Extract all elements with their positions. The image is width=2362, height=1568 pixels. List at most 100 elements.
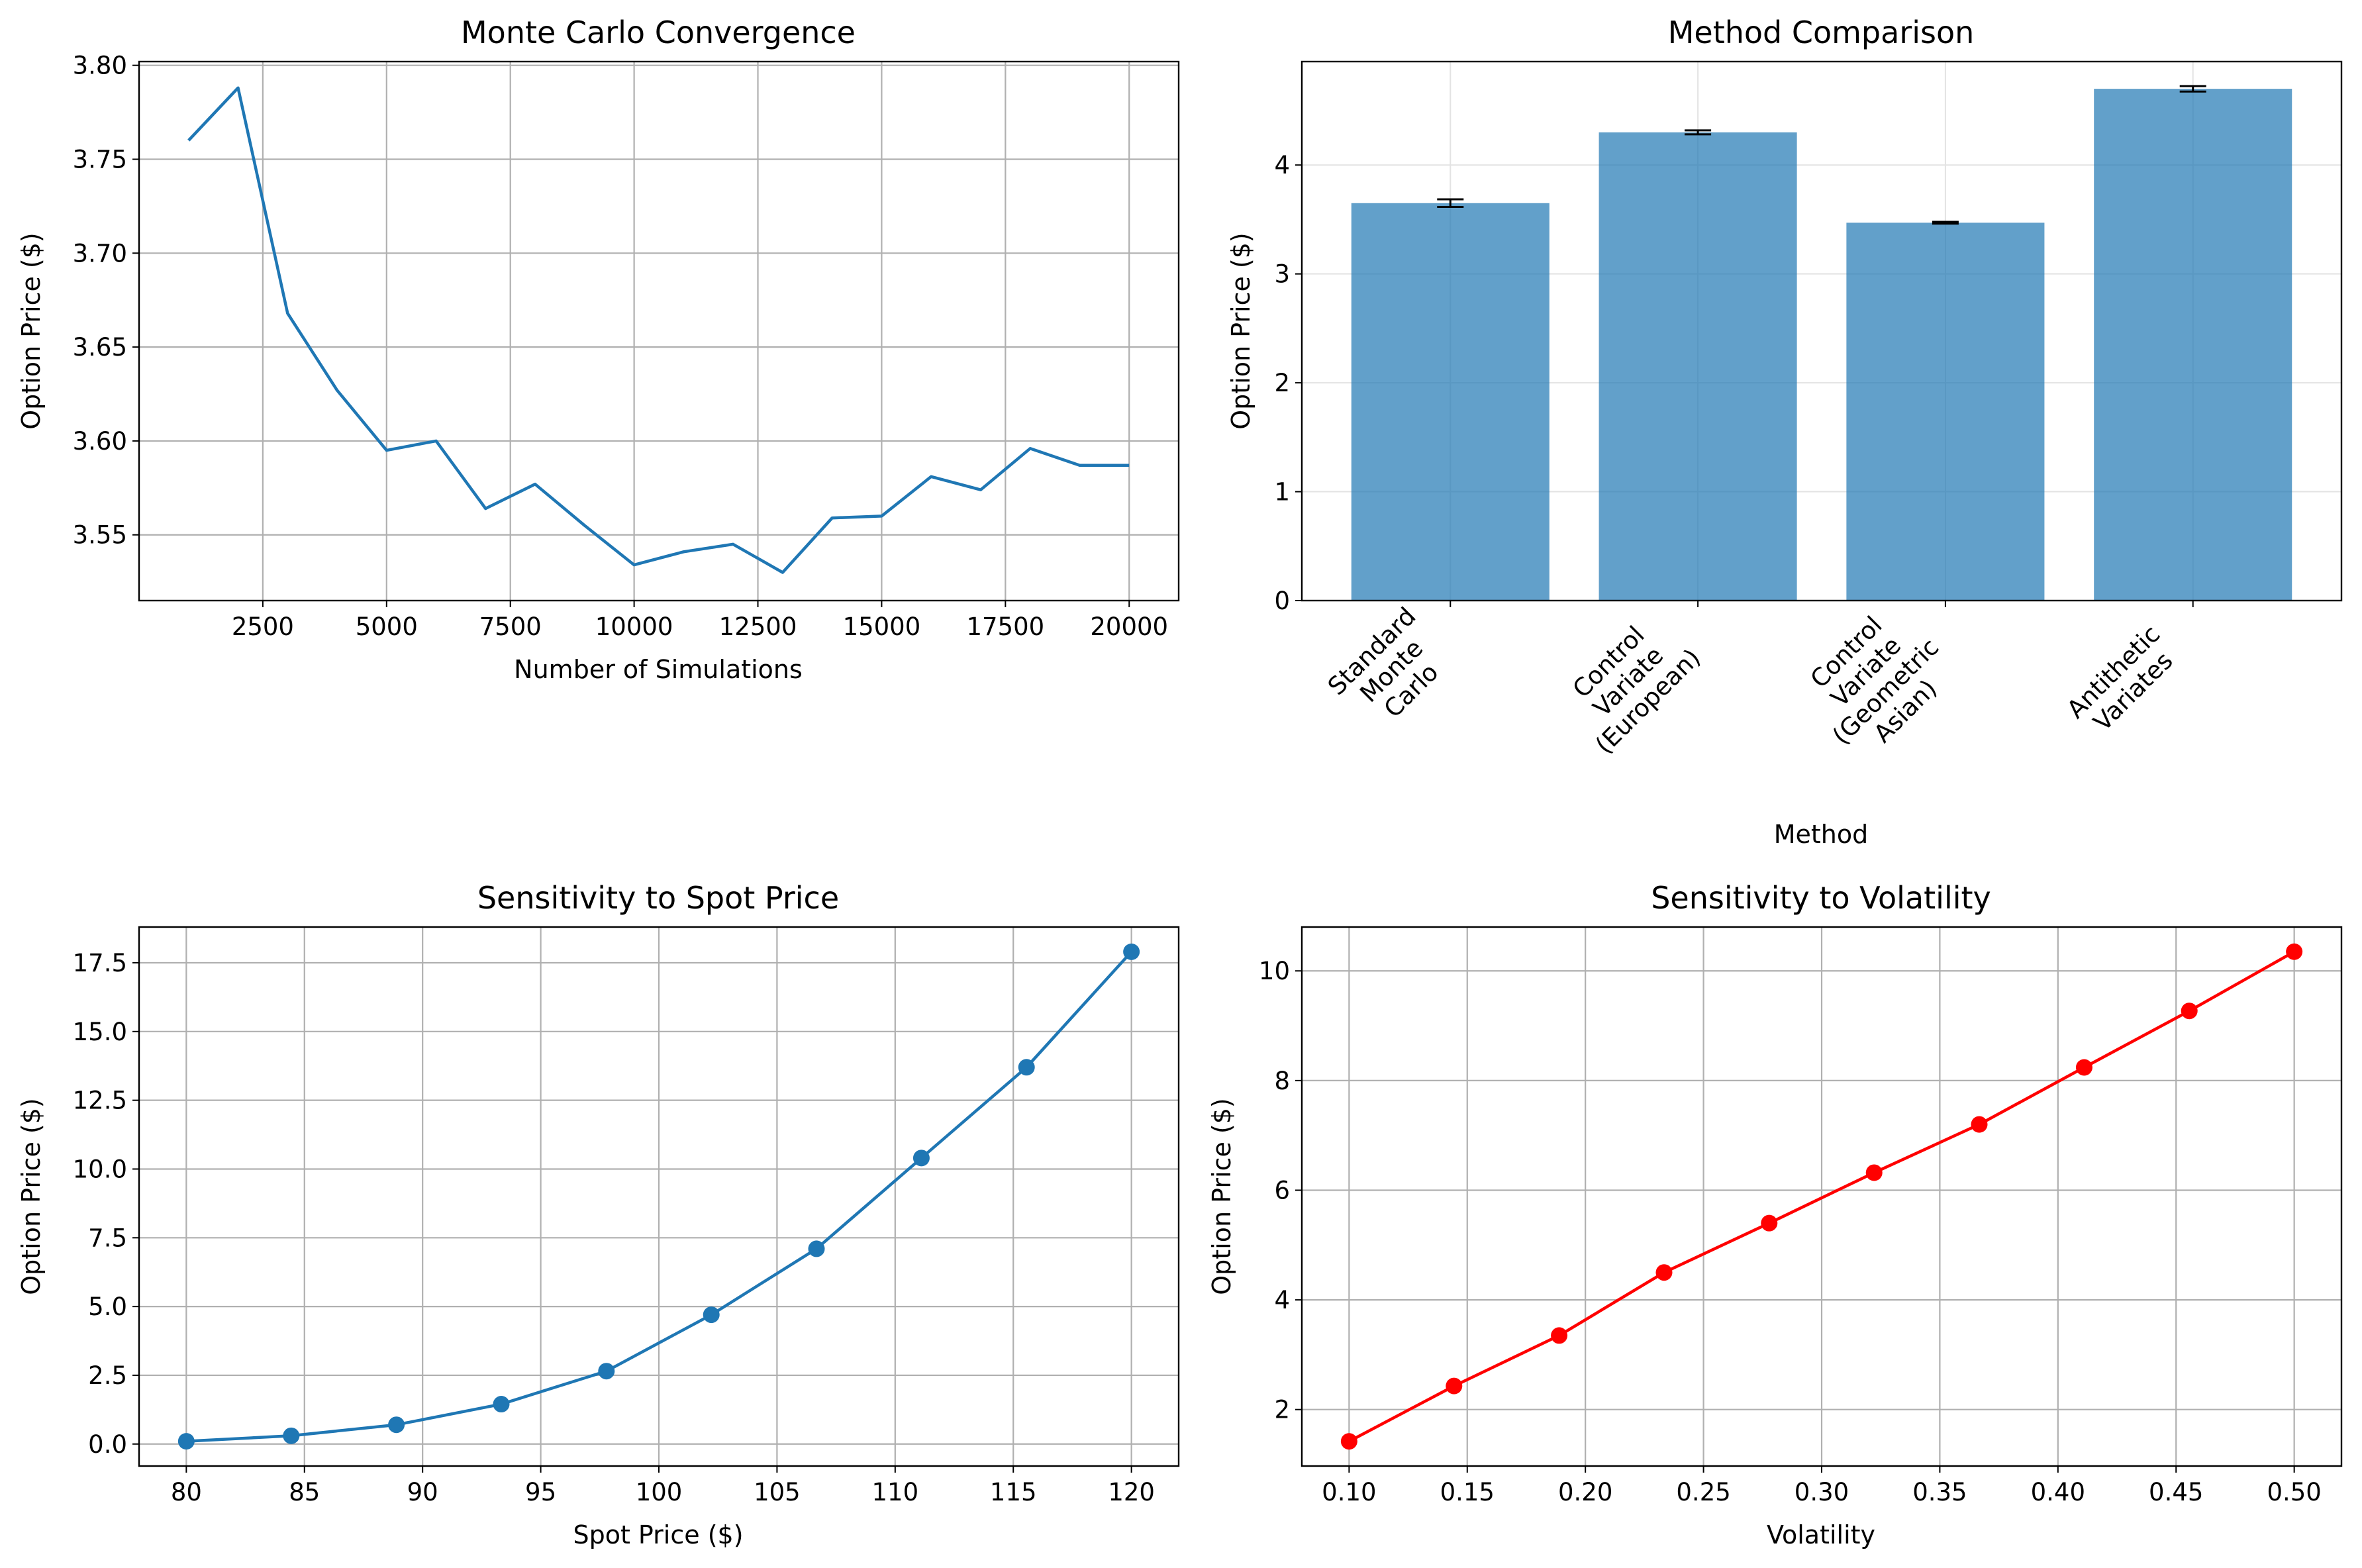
x-tick-label: 80 — [171, 1478, 202, 1506]
data-point — [1655, 1264, 1673, 1281]
series-line — [186, 950, 1133, 1443]
y-axis-label: Option Price ($) — [17, 232, 46, 430]
data-point — [1865, 1164, 1883, 1181]
x-tick-label: 95 — [525, 1478, 556, 1506]
x-tick-label: 115 — [990, 1478, 1037, 1506]
y-tick-label: 0 — [1274, 587, 1290, 615]
x-tick-label: 20000 — [1090, 612, 1168, 641]
data-point — [177, 1433, 195, 1450]
x-axis-label: Spot Price ($) — [573, 1520, 743, 1549]
y-axis-label: Option Price ($) — [1226, 232, 1255, 430]
x-tick-label: 0.50 — [2267, 1478, 2321, 1506]
data-point — [703, 1306, 720, 1324]
data-point — [598, 1363, 615, 1380]
data-point — [2286, 943, 2303, 960]
bar — [1599, 132, 1797, 601]
y-tick-label: 12.5 — [73, 1087, 127, 1115]
data-point — [1018, 1059, 1035, 1076]
chart-title: Monte Carlo Convergence — [461, 15, 856, 50]
y-tick-label: 5.0 — [88, 1293, 127, 1321]
x-tick-label: 90 — [407, 1478, 438, 1506]
y-tick-label: 6 — [1274, 1176, 1290, 1204]
data-point — [1446, 1377, 1463, 1395]
x-tick-label: 85 — [289, 1478, 320, 1506]
convergence-chart: Monte Carlo Convergence Number of Simula… — [17, 15, 1180, 684]
data-point — [2075, 1059, 2092, 1076]
y-tick-label: 10 — [1259, 957, 1290, 985]
method-comparison-chart: Method Comparison Method Option Price ($… — [1226, 15, 2343, 849]
y-tick-label: 0.0 — [88, 1430, 127, 1459]
x-tick-label: 0.20 — [1558, 1478, 1612, 1506]
x-tick-label: 2500 — [232, 612, 294, 641]
series-line — [1348, 950, 2295, 1443]
x-tick-label: 100 — [636, 1478, 683, 1506]
x-axis-label: Number of Simulations — [514, 655, 803, 684]
spot-sensitivity-chart: Sensitivity to Spot Price Spot Price ($)… — [17, 880, 1180, 1549]
bar — [1846, 222, 2045, 601]
data-point — [1123, 943, 1140, 960]
x-tick-label: AntitheticVariates — [2061, 620, 2185, 744]
y-tick-label: 10.0 — [73, 1155, 127, 1183]
y-tick-label: 2 — [1274, 369, 1290, 397]
y-axis-label: Option Price ($) — [17, 1098, 46, 1295]
chart-title: Method Comparison — [1668, 15, 1975, 50]
x-tick-label: StandardMonteCarlo — [1322, 602, 1461, 740]
chart-title: Sensitivity to Volatility — [1651, 880, 1991, 916]
x-tick-label: 120 — [1108, 1478, 1155, 1506]
series-line — [187, 86, 1130, 574]
y-tick-label: 3.75 — [73, 145, 127, 173]
data-point — [808, 1240, 825, 1257]
axes-frame — [138, 60, 1180, 602]
x-tick-label: 0.30 — [1795, 1478, 1849, 1506]
x-tick-label: 0.45 — [2149, 1478, 2203, 1506]
y-tick-label: 2 — [1274, 1396, 1290, 1424]
x-tick-label: 10000 — [595, 612, 673, 641]
y-tick-label: 2.5 — [88, 1361, 127, 1390]
x-tick-label: 5000 — [356, 612, 418, 641]
x-tick-label: 0.40 — [2031, 1478, 2085, 1506]
data-point — [1551, 1327, 1568, 1344]
y-tick-label: 8 — [1274, 1067, 1290, 1095]
x-tick-label: 110 — [872, 1478, 919, 1506]
y-tick-label: 7.5 — [88, 1224, 127, 1252]
y-tick-label: 17.5 — [73, 949, 127, 977]
y-tick-label: 3.80 — [73, 52, 127, 80]
y-tick-label: 3.60 — [73, 427, 127, 456]
y-tick-label: 1 — [1274, 478, 1290, 507]
x-tick-label: ControlVariate(GeometricAsian) — [1788, 593, 1964, 769]
data-point — [1761, 1214, 1778, 1232]
x-tick-label: 0.10 — [1322, 1478, 1376, 1506]
x-axis-label: Method — [1774, 820, 1869, 849]
data-point — [2181, 1003, 2198, 1020]
data-point — [388, 1416, 405, 1434]
x-tick-label: 0.15 — [1440, 1478, 1495, 1506]
axes-frame — [1301, 60, 2343, 602]
x-tick-label: 15000 — [843, 612, 921, 641]
data-point — [1340, 1433, 1357, 1450]
y-tick-label: 3.55 — [73, 521, 127, 550]
x-tick-label: 105 — [754, 1478, 801, 1506]
y-tick-label: 3 — [1274, 260, 1290, 289]
x-tick-label: ControlVariate(European) — [1551, 604, 1706, 760]
x-axis-label: Volatility — [1767, 1520, 1875, 1549]
y-tick-label: 4 — [1274, 1286, 1290, 1314]
y-tick-label: 3.65 — [73, 333, 127, 362]
data-point — [1971, 1116, 1988, 1133]
axes-frame — [138, 926, 1180, 1467]
x-tick-label: 17500 — [966, 612, 1044, 641]
bar — [2094, 89, 2292, 601]
data-point — [493, 1396, 510, 1413]
data-point — [912, 1150, 930, 1167]
chart-title: Sensitivity to Spot Price — [477, 880, 839, 916]
x-tick-label: 12500 — [719, 612, 797, 641]
bar — [1351, 203, 1550, 601]
x-tick-label: 0.25 — [1676, 1478, 1730, 1506]
axes-frame — [1301, 926, 2343, 1467]
y-axis-label: Option Price ($) — [1207, 1098, 1236, 1295]
y-tick-label: 4 — [1274, 151, 1290, 179]
volatility-sensitivity-chart: Sensitivity to Volatility Volatility Opt… — [1207, 880, 2343, 1549]
y-tick-label: 15.0 — [73, 1018, 127, 1046]
x-tick-label: 0.35 — [1912, 1478, 1967, 1506]
x-tick-label: 7500 — [479, 612, 542, 641]
